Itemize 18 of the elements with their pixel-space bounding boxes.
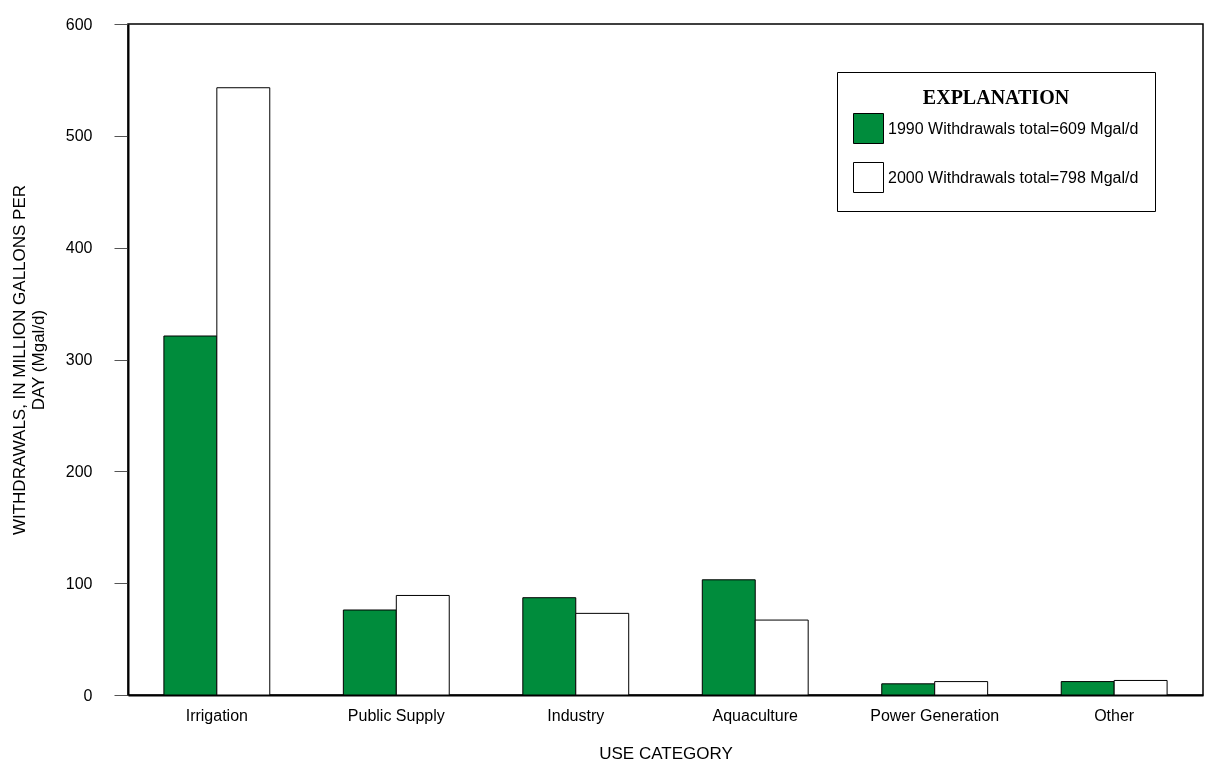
y-tick-label: 500: [65, 127, 93, 145]
x-tick-label: Industry: [547, 706, 605, 724]
y-tick-label: 0: [83, 686, 93, 704]
legend-label: 2000 Withdrawals total=798 Mgal/d: [888, 168, 1139, 186]
y-axis-title: WITHDRAWALS, IN MILLION GALLONS PER DAY (Mgal/d): [9, 184, 48, 536]
x-tick-label: Public Supply: [347, 706, 445, 724]
x-tick-label: Irrigation: [185, 706, 248, 724]
y-tick-label: 600: [65, 15, 93, 33]
x-tick-label: Aquaculture: [712, 706, 799, 724]
y-tick-label: 100: [65, 574, 93, 592]
y-tick-label: 400: [65, 239, 93, 257]
x-axis-title: USE CATEGORY: [599, 743, 733, 763]
y-tick-label: 200: [65, 462, 93, 480]
x-tick-label: Power Generation: [870, 706, 1000, 724]
legend-title: EXPLANATION: [922, 86, 1070, 108]
legend-label: 1990 Withdrawals total=609 Mgal/d: [888, 119, 1139, 137]
y-tick-label: 300: [65, 351, 93, 368]
x-tick-label: Other: [1094, 706, 1135, 724]
